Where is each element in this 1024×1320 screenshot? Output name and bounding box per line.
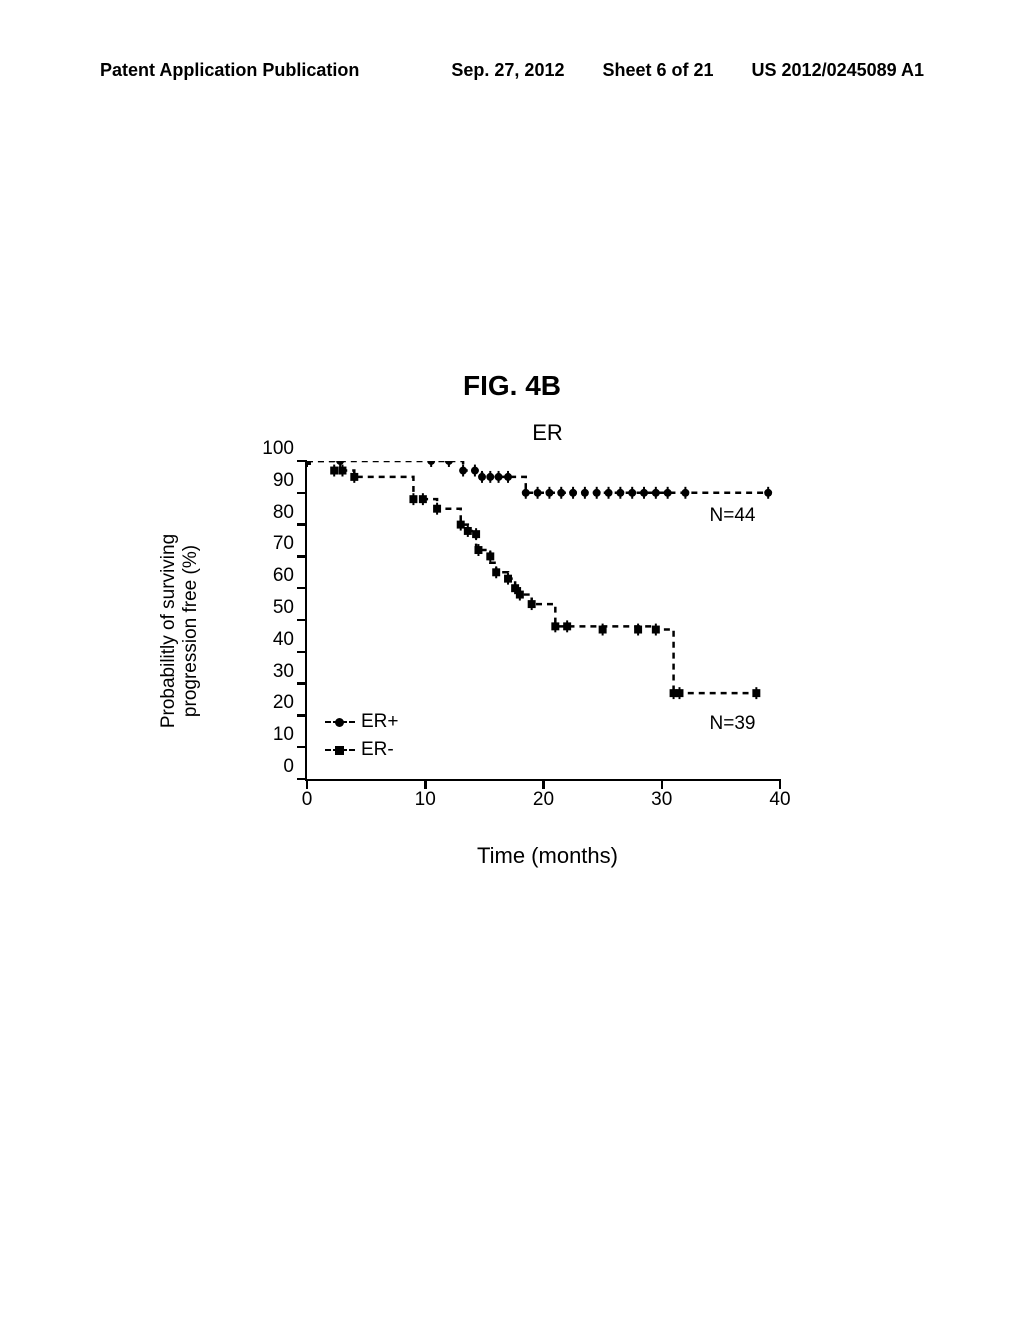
- x-tick-label: 20: [533, 789, 554, 811]
- square-marker-icon: [335, 746, 344, 755]
- y-tick-label: 50: [259, 597, 294, 619]
- chart-title: ER: [305, 420, 790, 446]
- header-right: Sep. 27, 2012 Sheet 6 of 21 US 2012/0245…: [451, 60, 924, 81]
- y-tick-label: 0: [259, 756, 294, 778]
- y-tick-label: 60: [259, 565, 294, 587]
- legend-item-er-plus: ER+: [325, 711, 399, 733]
- y-tick-label: 70: [259, 533, 294, 555]
- y-tick-label: 30: [259, 661, 294, 683]
- n-label: N=39: [710, 713, 756, 735]
- header-sheet: Sheet 6 of 21: [602, 60, 713, 81]
- x-tick-label: 30: [651, 789, 672, 811]
- x-tick-label: 0: [302, 789, 313, 811]
- n-label: N=44: [710, 505, 756, 527]
- x-axis-label: Time (months): [305, 843, 790, 869]
- y-tick-label: 100: [259, 438, 294, 460]
- legend-line-icon: [325, 721, 355, 723]
- y-tick-label: 10: [259, 724, 294, 746]
- y-axis-label-line1: Probabilitly of surviving: [158, 481, 180, 781]
- y-axis-label: Probabilitly of surviving progression fr…: [158, 481, 202, 781]
- y-tick-label: 40: [259, 629, 294, 651]
- legend-label: ER-: [361, 739, 394, 761]
- figure-label: FIG. 4B: [0, 370, 1024, 402]
- y-tick-label: 80: [259, 502, 294, 524]
- legend-label: ER+: [361, 711, 399, 733]
- circle-marker-icon: [335, 718, 344, 727]
- plot-container: Probabilitly of surviving progression fr…: [210, 451, 790, 811]
- plot-area: ER+ ER- 0102030405060708090100010203040N…: [305, 461, 780, 781]
- chart: ER Probabilitly of surviving progression…: [210, 420, 790, 860]
- legend-line-icon: [325, 749, 355, 751]
- y-tick-label: 90: [259, 470, 294, 492]
- legend: ER+ ER-: [325, 705, 399, 761]
- page-header: Patent Application Publication Sep. 27, …: [0, 60, 1024, 81]
- x-tick-label: 40: [769, 789, 790, 811]
- y-axis-label-line2: progression free (%): [180, 481, 202, 781]
- header-docnum: US 2012/0245089 A1: [752, 60, 924, 81]
- header-left: Patent Application Publication: [100, 60, 359, 81]
- legend-item-er-minus: ER-: [325, 739, 399, 761]
- x-tick-label: 10: [415, 789, 436, 811]
- header-date: Sep. 27, 2012: [451, 60, 564, 81]
- y-tick-label: 20: [259, 692, 294, 714]
